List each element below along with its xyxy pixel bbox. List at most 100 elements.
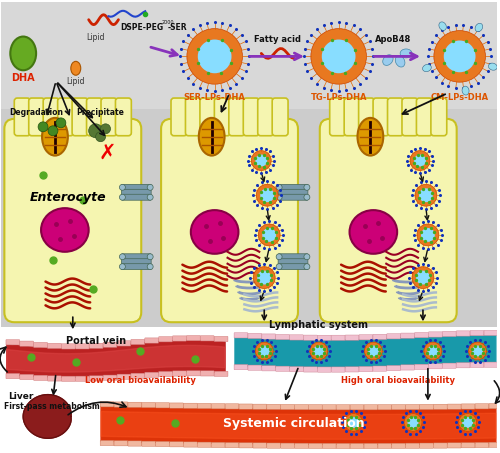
Circle shape	[56, 118, 66, 128]
FancyBboxPatch shape	[122, 194, 151, 200]
FancyBboxPatch shape	[280, 443, 294, 448]
Circle shape	[254, 267, 275, 289]
Circle shape	[260, 188, 274, 202]
FancyBboxPatch shape	[461, 443, 475, 448]
FancyBboxPatch shape	[489, 442, 500, 448]
FancyBboxPatch shape	[278, 254, 308, 260]
Circle shape	[368, 346, 379, 357]
FancyBboxPatch shape	[117, 374, 130, 380]
FancyBboxPatch shape	[122, 259, 151, 265]
FancyBboxPatch shape	[345, 335, 359, 340]
Circle shape	[468, 342, 486, 360]
FancyBboxPatch shape	[90, 376, 103, 381]
FancyBboxPatch shape	[456, 362, 470, 368]
Circle shape	[404, 414, 422, 431]
FancyBboxPatch shape	[484, 362, 498, 367]
FancyBboxPatch shape	[448, 404, 461, 410]
FancyBboxPatch shape	[278, 259, 308, 265]
FancyBboxPatch shape	[290, 335, 304, 340]
FancyBboxPatch shape	[128, 441, 141, 446]
FancyBboxPatch shape	[122, 189, 151, 195]
FancyBboxPatch shape	[258, 98, 274, 136]
FancyBboxPatch shape	[229, 98, 244, 136]
Circle shape	[258, 224, 280, 246]
FancyBboxPatch shape	[6, 340, 20, 345]
FancyBboxPatch shape	[461, 404, 475, 409]
Circle shape	[434, 31, 486, 82]
Circle shape	[462, 417, 473, 428]
FancyBboxPatch shape	[103, 375, 117, 381]
FancyBboxPatch shape	[406, 405, 419, 410]
FancyBboxPatch shape	[332, 335, 345, 340]
FancyBboxPatch shape	[76, 376, 89, 381]
FancyBboxPatch shape	[392, 443, 406, 448]
FancyBboxPatch shape	[100, 402, 114, 407]
Ellipse shape	[199, 118, 224, 155]
FancyBboxPatch shape	[4, 119, 141, 322]
FancyBboxPatch shape	[406, 443, 419, 448]
FancyBboxPatch shape	[244, 98, 259, 136]
Circle shape	[348, 417, 359, 428]
FancyBboxPatch shape	[20, 341, 34, 347]
FancyBboxPatch shape	[90, 343, 103, 348]
FancyBboxPatch shape	[414, 333, 428, 338]
FancyBboxPatch shape	[420, 405, 434, 410]
Text: Liver: Liver	[8, 392, 34, 401]
Ellipse shape	[382, 55, 393, 65]
FancyBboxPatch shape	[364, 443, 378, 448]
FancyBboxPatch shape	[388, 98, 404, 136]
FancyBboxPatch shape	[378, 443, 392, 448]
Circle shape	[408, 417, 418, 428]
FancyBboxPatch shape	[101, 98, 117, 136]
FancyBboxPatch shape	[350, 405, 364, 410]
Circle shape	[304, 264, 310, 270]
Text: Low oral bioavailability: Low oral bioavailability	[85, 376, 196, 385]
FancyBboxPatch shape	[294, 405, 308, 410]
FancyBboxPatch shape	[142, 441, 156, 446]
Text: DSPE-PEG: DSPE-PEG	[120, 23, 164, 32]
FancyBboxPatch shape	[131, 339, 144, 345]
FancyBboxPatch shape	[122, 184, 151, 190]
FancyBboxPatch shape	[322, 405, 336, 410]
FancyBboxPatch shape	[142, 402, 156, 408]
FancyBboxPatch shape	[239, 404, 252, 409]
FancyBboxPatch shape	[400, 365, 414, 370]
FancyBboxPatch shape	[214, 371, 228, 376]
FancyBboxPatch shape	[350, 443, 364, 448]
Ellipse shape	[400, 49, 412, 58]
Circle shape	[444, 40, 476, 72]
FancyBboxPatch shape	[276, 366, 289, 371]
FancyBboxPatch shape	[239, 443, 252, 448]
Circle shape	[276, 264, 282, 270]
FancyBboxPatch shape	[2, 2, 498, 109]
FancyBboxPatch shape	[116, 98, 132, 136]
FancyBboxPatch shape	[186, 371, 200, 376]
FancyBboxPatch shape	[170, 442, 183, 447]
FancyBboxPatch shape	[475, 404, 489, 409]
Circle shape	[304, 254, 310, 260]
FancyBboxPatch shape	[186, 98, 202, 136]
FancyBboxPatch shape	[200, 336, 214, 341]
FancyBboxPatch shape	[420, 443, 434, 448]
Circle shape	[262, 228, 276, 242]
FancyBboxPatch shape	[400, 333, 414, 338]
FancyBboxPatch shape	[103, 342, 117, 347]
FancyBboxPatch shape	[172, 371, 186, 376]
FancyBboxPatch shape	[448, 443, 461, 448]
Text: Lipid: Lipid	[66, 77, 85, 86]
FancyBboxPatch shape	[387, 366, 400, 371]
FancyBboxPatch shape	[198, 442, 211, 447]
FancyBboxPatch shape	[359, 366, 373, 371]
FancyBboxPatch shape	[280, 405, 294, 410]
Circle shape	[414, 154, 426, 167]
FancyBboxPatch shape	[484, 330, 498, 336]
FancyBboxPatch shape	[14, 98, 30, 136]
FancyBboxPatch shape	[158, 337, 172, 342]
Circle shape	[314, 346, 324, 357]
FancyBboxPatch shape	[290, 366, 304, 372]
Circle shape	[472, 346, 483, 357]
Text: Portal vein: Portal vein	[66, 336, 126, 346]
Circle shape	[147, 184, 153, 190]
FancyBboxPatch shape	[158, 371, 172, 376]
FancyBboxPatch shape	[344, 98, 360, 136]
